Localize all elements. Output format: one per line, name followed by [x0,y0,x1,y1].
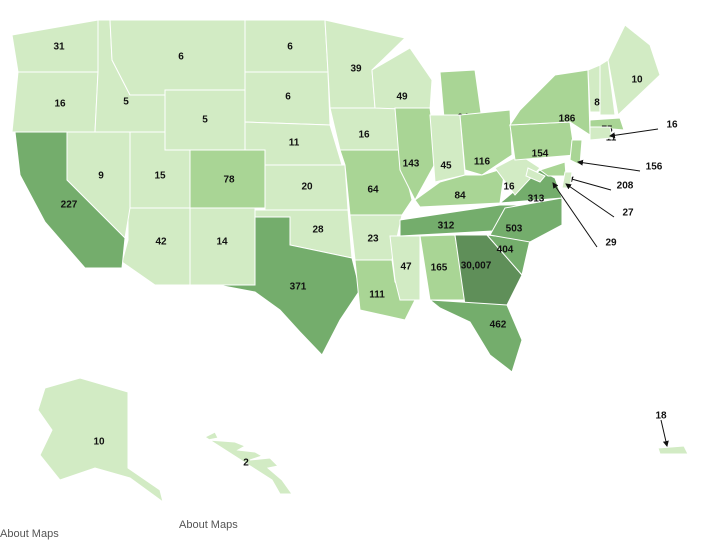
region-label: 111 [369,290,385,301]
region-label: 371 [290,282,307,293]
region-label: 23 [367,234,379,245]
about-maps-link[interactable]: About Maps [0,528,59,540]
region-label: 143 [403,159,420,170]
region-label: 16 [358,130,370,141]
region-label: 16 [503,182,515,193]
region [459,109,513,176]
region-label: 2 [243,458,249,469]
region [414,167,506,208]
region [14,131,126,269]
region [599,59,616,116]
region-label: 6 [285,92,291,103]
region-label: 11 [289,138,300,149]
callout-arrow [609,128,659,139]
region [494,154,541,196]
region-label: 313 [528,194,545,205]
region-label: 15 [154,171,166,182]
region-label: 186 [559,114,576,125]
region-label: 6 [287,42,293,53]
region-label: 6 [178,52,184,63]
region-label: 312 [438,221,455,232]
region-label: 49 [396,92,408,103]
region [203,431,293,495]
region-label: 154 [532,149,549,160]
region-label: 503 [506,224,523,235]
region-label: 165 [431,263,448,274]
callout-arrow [660,419,669,447]
region-label: 30,007 [461,261,492,272]
region-label: 47 [400,262,412,273]
callout-arrow [567,176,612,191]
region-label: 29 [605,238,617,249]
region-label: 84 [454,191,466,202]
region-label: 31 [53,42,65,53]
region [525,167,546,183]
region-label: 16 [54,99,66,110]
region [489,197,563,243]
region-label: 27 [622,208,634,219]
callout-arrow [565,183,615,218]
region [394,107,438,202]
region [428,299,523,373]
region [37,377,164,504]
region-label: 10 [93,437,105,448]
region-label: 20 [301,182,313,193]
region-label: 42 [155,237,167,248]
region [657,445,689,455]
region [389,235,421,301]
region-label: 208 [617,181,634,192]
region-label: 18 [655,411,667,422]
region-label: 227 [61,200,78,211]
region-label: 404 [497,245,514,256]
region-label: 39 [350,64,362,75]
region [371,47,433,111]
region-label: 5 [202,115,208,126]
region-label: 5 [123,97,129,108]
region-label: 156 [646,162,663,173]
region-label: 9 [98,171,104,182]
region-label: 64 [367,185,379,196]
region-label: 10 [631,75,643,86]
about-maps-link[interactable]: About Maps [179,519,238,531]
region [589,126,613,141]
region-label: 116 [474,157,491,168]
region [454,234,523,306]
region [429,114,466,183]
region [607,24,661,117]
region-label: 14 [216,237,228,248]
region-label: 28 [312,225,324,236]
region-label: 462 [490,320,507,331]
region-label: 78 [223,175,235,186]
region-label: 8 [594,98,600,109]
region [569,139,583,166]
callout-arrow [552,182,598,248]
callout-arrow [577,159,641,172]
region-label: 45 [440,161,452,172]
region-label: 16 [666,120,678,131]
